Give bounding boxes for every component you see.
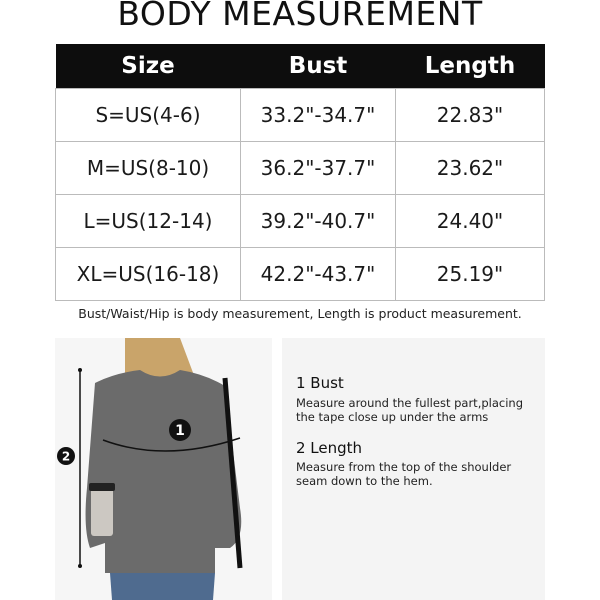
table-row: XL=US(16-18) 42.2"-43.7" 25.19" <box>55 247 545 301</box>
header-size: Size <box>55 44 241 89</box>
cardigan-illustration: 2 1 <box>57 338 243 600</box>
product-photo: 2 1 <box>55 338 272 600</box>
cell-bust: 42.2"-43.7" <box>240 247 396 301</box>
cell-length: 22.83" <box>395 88 545 142</box>
table-row: M=US(8-10) 36.2"-37.7" 23.62" <box>55 141 545 195</box>
table-row: L=US(12-14) 39.2"-40.7" 24.40" <box>55 194 545 248</box>
svg-text:2: 2 <box>62 450 70 464</box>
marker-bust: 1 <box>169 419 191 441</box>
cell-bust: 36.2"-37.7" <box>240 141 396 195</box>
marker-length: 2 <box>57 447 75 465</box>
cell-bust: 39.2"-40.7" <box>240 194 396 248</box>
bust-description: Measure around the fullest part,placing … <box>296 396 523 424</box>
header-bust: Bust <box>240 44 396 89</box>
bust-title: 1 Bust <box>296 374 344 392</box>
cell-size: XL=US(16-18) <box>55 247 241 301</box>
table-row: S=US(4-6) 33.2"-34.7" 22.83" <box>55 88 545 142</box>
cell-bust: 33.2"-34.7" <box>240 88 396 142</box>
cell-size: M=US(8-10) <box>55 141 241 195</box>
measurement-guide: 1 Bust Measure around the fullest part,p… <box>282 338 545 600</box>
length-description: Measure from the top of the shoulder sea… <box>296 460 512 488</box>
size-table: Size Bust Length S=US(4-6) 33.2"-34.7" 2… <box>55 44 545 301</box>
length-title: 2 Length <box>296 439 363 457</box>
cell-length: 23.62" <box>395 141 545 195</box>
table-header-row: Size Bust Length <box>55 44 545 89</box>
cell-size: L=US(12-14) <box>55 194 241 248</box>
svg-text:1: 1 <box>175 423 185 439</box>
header-length: Length <box>395 44 545 89</box>
cell-length: 24.40" <box>395 194 545 248</box>
cell-size: S=US(4-6) <box>55 88 241 142</box>
page-title: BODY MEASUREMENT <box>117 0 483 33</box>
measurement-note: Bust/Waist/Hip is body measurement, Leng… <box>78 306 522 321</box>
cell-length: 25.19" <box>395 247 545 301</box>
